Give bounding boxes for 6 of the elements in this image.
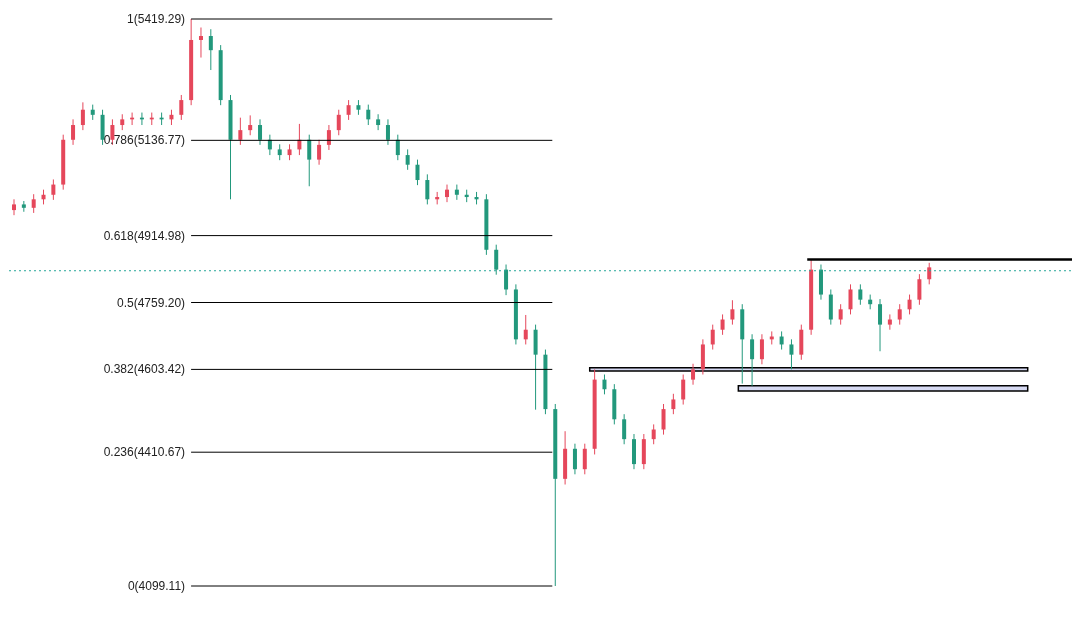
ref-line-label: 0.236(4410.67) — [103, 445, 186, 460]
ref-line-label: 0(4099.11) — [127, 579, 186, 593]
ref-line-label: 1(5419.29) — [127, 12, 186, 26]
ref-line-label: 0.382(4603.42) — [103, 362, 186, 377]
ref-line-label: 0.618(4914.98) — [103, 228, 186, 243]
ref-line-label: 0.5(4759.20) — [117, 295, 186, 310]
